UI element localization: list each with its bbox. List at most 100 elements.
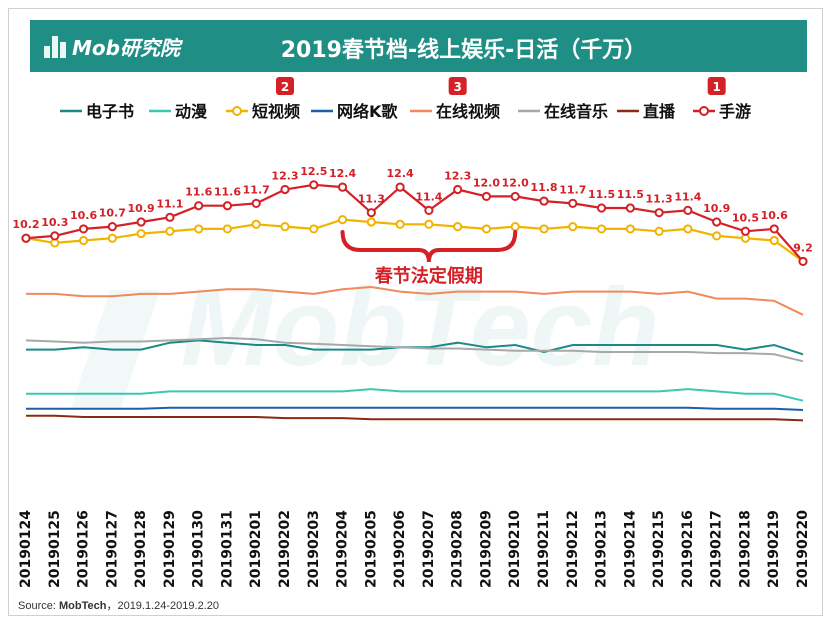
data-point-7-13 [395,182,405,192]
data-point-2-10 [309,224,319,234]
x-tick-label: 20190126 [76,510,92,588]
series-line-4 [26,285,804,316]
data-point-2-11 [337,215,348,225]
data-point-2-21 [625,224,635,234]
legend-label-6: 直播 [643,102,676,121]
series-line-2 [25,218,804,263]
data-label-7-0: 10.2 [12,218,39,231]
data-point-7-10 [309,180,319,190]
x-tick-label: 20190204 [335,510,351,588]
legend-label-5: 在线音乐 [544,102,608,121]
legend-label-0: 电子书 [86,102,134,121]
data-point-7-26 [769,224,779,234]
data-label-7-16: 12.0 [473,176,500,189]
data-label-7-13: 12.4 [387,167,414,180]
x-tick-label: 20190217 [709,510,725,588]
data-point-7-18 [539,196,549,206]
data-point-2-20 [596,224,607,234]
data-point-7-27 [798,256,808,267]
data-point-2-3 [107,233,117,243]
data-label-7-23: 11.4 [674,190,701,203]
data-point-2-13 [395,219,405,229]
watermark-text: MobTech [181,266,660,389]
data-label-7-3: 10.7 [99,207,126,220]
data-point-7-9 [280,184,290,195]
data-point-7-24 [712,217,722,227]
brand-name: Mob研究院 [72,36,180,60]
data-point-2-5 [165,226,175,236]
data-point-2-14 [424,219,434,229]
x-tick-label: 20190211 [536,510,552,588]
data-point-7-6 [194,201,204,211]
data-point-7-19 [568,198,578,208]
callout-number-1: 2 [281,80,289,94]
x-tick-label: 20190214 [622,510,638,588]
data-point-7-16 [481,191,492,202]
x-tick-label: 20190216 [680,510,696,588]
data-point-2-6 [194,224,204,234]
data-label-7-15: 12.3 [444,169,471,182]
legend-marker-2 [232,106,242,116]
series-line-5 [25,336,804,363]
data-point-7-17 [510,191,520,202]
data-label-7-2: 10.6 [70,209,97,222]
data-label-7-26: 10.6 [761,209,788,222]
x-tick-label: 20190202 [277,510,293,588]
data-label-7-25: 10.5 [732,211,759,224]
data-point-7-11 [337,182,348,192]
data-label-7-6: 11.6 [185,186,212,199]
x-tick-label: 20190127 [104,510,120,588]
data-label-7-7: 11.6 [214,186,241,199]
title-banner: Mob研究院 2019春节档-线上娱乐-日活（千万） [30,20,807,72]
data-point-2-19 [568,222,578,232]
series-line-3 [26,406,804,411]
data-label-7-14: 11.4 [415,190,442,203]
callout-badge-2 [448,77,467,95]
data-label-7-8: 11.7 [243,183,270,196]
data-label-7-5: 11.1 [156,197,183,210]
brand-logo: Mob研究院 [44,32,180,61]
data-point-2-8 [251,219,261,229]
data-point-7-0 [21,233,31,243]
legend-label-7: 手游 [719,102,751,121]
data-label-7-19: 11.7 [559,183,586,196]
data-label-7-4: 10.9 [128,202,155,215]
legend-label-1: 动漫 [175,102,207,121]
data-point-7-14 [424,205,434,215]
legend-label-3: 网络K歌 [337,102,398,121]
x-tick-label: 20190124 [18,510,34,588]
data-point-2-22 [654,226,664,236]
x-tick-label: 20190212 [565,510,581,588]
data-point-7-7 [222,201,233,211]
x-tick-label: 20190203 [306,510,322,588]
data-point-2-15 [453,222,463,232]
source-org: MobTech [58,600,107,612]
data-point-7-8 [251,198,261,208]
data-point-7-15 [453,184,463,195]
x-tick-label: 20190213 [594,510,610,588]
data-point-2-17 [510,222,520,232]
chart-frame [8,8,823,616]
data-label-7-22: 11.3 [646,193,673,206]
series-line-1 [26,388,804,402]
series-line-6 [26,414,804,422]
x-tick-label: 20190207 [421,510,437,588]
data-label-7-9: 12.3 [271,169,298,182]
data-label-7-10: 12.5 [300,165,327,178]
data-label-7-11: 12.4 [329,167,356,180]
x-tick-label: 20190130 [191,510,207,588]
data-label-7-20: 11.5 [588,188,615,201]
data-point-2-7 [222,224,233,234]
data-point-7-20 [596,203,607,213]
x-tick-label: 20190208 [450,510,466,588]
x-tick-label: 20190129 [162,510,178,588]
data-label-7-12: 11.3 [358,193,385,206]
data-point-2-23 [683,224,693,234]
holiday-annotation: 春节法定假期 [375,265,483,287]
data-label-7-21: 11.5 [617,188,644,201]
x-tick-label: 20190205 [363,510,379,588]
x-tick-label: 20190219 [766,510,782,588]
source-note: Source: MobTech，2019.1.24-2019.2.20 [18,597,219,613]
callout-badge-0 [707,77,726,95]
